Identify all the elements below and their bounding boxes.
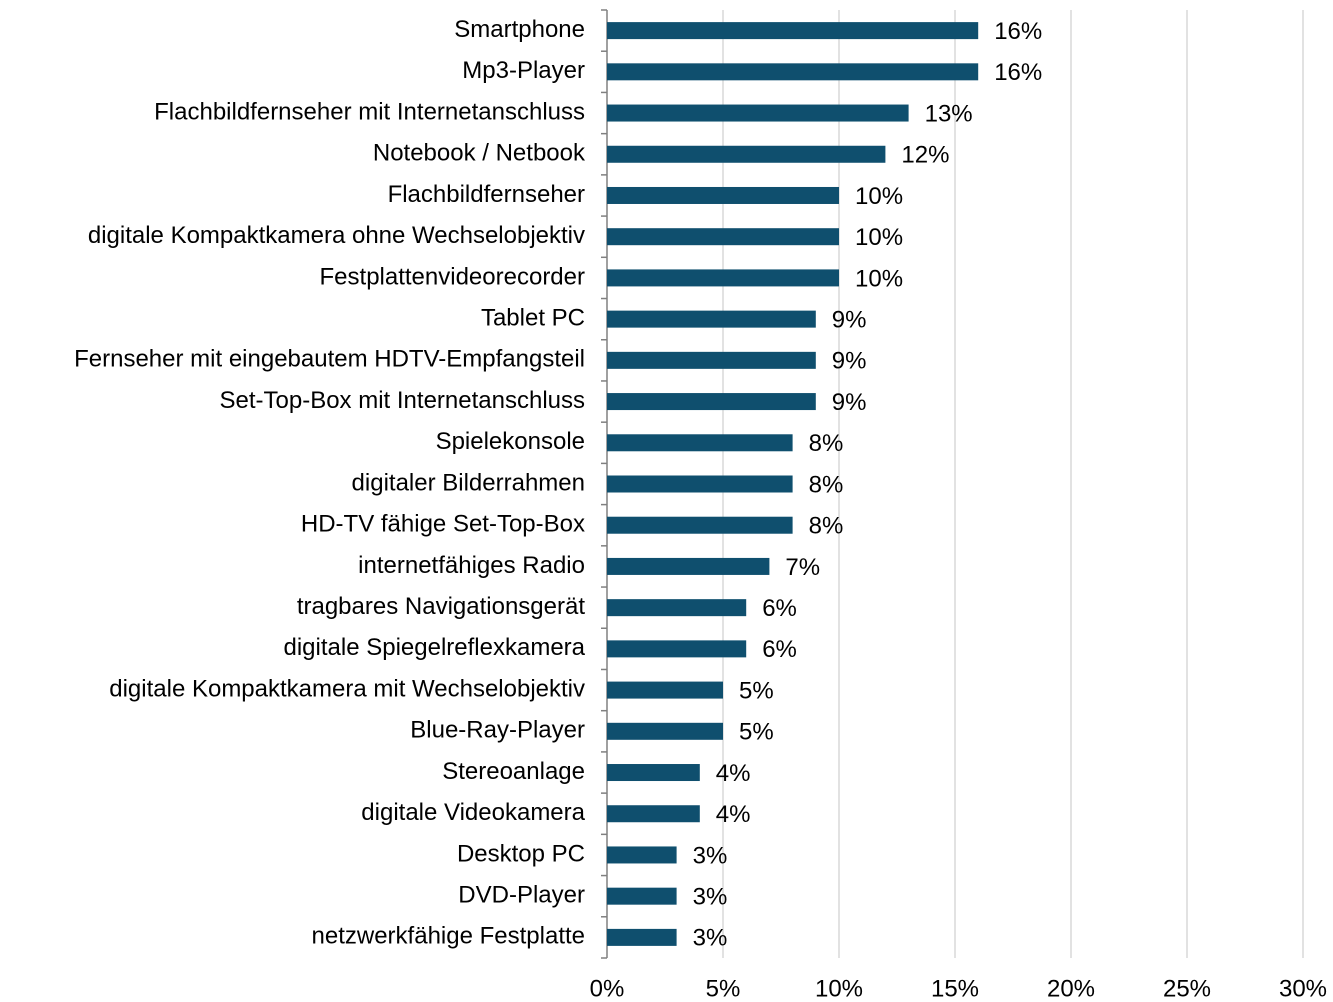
data-label: 5% <box>739 719 774 746</box>
bar <box>607 557 770 575</box>
bar <box>607 640 747 658</box>
y-tick-label: Desktop PC <box>457 840 585 867</box>
y-tick-label: digitale Videokamera <box>361 799 585 826</box>
bar <box>607 764 700 782</box>
y-tick-label: Blue-Ray-Player <box>410 717 585 744</box>
data-label: 6% <box>762 636 797 663</box>
data-label: 12% <box>901 142 949 169</box>
y-tick-label: Flachbildfernseher mit Internetanschluss <box>154 98 585 125</box>
bar <box>607 887 677 905</box>
bar <box>607 63 979 81</box>
bar <box>607 475 793 493</box>
y-tick-label: Mp3-Player <box>462 57 585 84</box>
data-label: 16% <box>994 18 1042 45</box>
y-tick-label: Spielekonsole <box>436 428 585 455</box>
x-tick-label: 5% <box>706 975 741 1002</box>
x-tick-label: 15% <box>931 975 979 1002</box>
y-tick-label: Fernseher mit eingebautem HDTV-Empfangst… <box>74 346 585 373</box>
data-label: 8% <box>809 430 844 457</box>
data-label: 5% <box>739 677 774 704</box>
y-tick-label: Flachbildfernseher <box>388 181 585 208</box>
x-tick-label: 30% <box>1279 975 1327 1002</box>
bar <box>607 310 816 328</box>
bar <box>607 228 839 246</box>
data-label: 9% <box>832 389 867 416</box>
y-tick-label: DVD-Player <box>458 882 585 909</box>
bar <box>607 22 979 40</box>
bar <box>607 722 723 740</box>
bar <box>607 145 886 163</box>
x-tick-label: 10% <box>815 975 863 1002</box>
y-tick-label: digitale Kompaktkamera ohne Wechselobjek… <box>88 222 585 249</box>
data-label: 9% <box>832 348 867 375</box>
y-tick-label: HD-TV fähige Set-Top-Box <box>301 511 585 538</box>
bar <box>607 846 677 864</box>
x-tick-label: 25% <box>1163 975 1211 1002</box>
bar <box>607 599 747 617</box>
bar <box>607 681 723 699</box>
y-tick-label: digitaler Bilderrahmen <box>352 469 585 496</box>
data-label: 16% <box>994 59 1042 86</box>
data-label: 8% <box>809 471 844 498</box>
y-tick-label: Tablet PC <box>481 304 585 331</box>
y-tick-label: Set-Top-Box mit Internetanschluss <box>220 387 586 414</box>
bar <box>607 351 816 369</box>
bar <box>607 434 793 452</box>
bar <box>607 393 816 411</box>
data-label: 10% <box>855 265 903 292</box>
bar <box>607 516 793 534</box>
data-label: 9% <box>832 306 867 333</box>
y-tick-label: Smartphone <box>454 16 585 43</box>
y-tick-label: Stereoanlage <box>442 758 585 785</box>
bar <box>607 269 839 287</box>
y-tick-label: digitale Spiegelreflexkamera <box>284 634 586 661</box>
y-tick-label: Notebook / Netbook <box>373 140 586 167</box>
data-label: 3% <box>693 925 728 952</box>
y-tick-label: internetfähiges Radio <box>358 552 585 579</box>
data-label: 4% <box>716 801 751 828</box>
data-label: 4% <box>716 760 751 787</box>
bar <box>607 928 677 946</box>
data-label: 8% <box>809 513 844 540</box>
bar <box>607 186 839 204</box>
bar <box>607 104 909 122</box>
data-label: 3% <box>693 842 728 869</box>
bar <box>607 805 700 823</box>
y-tick-label: tragbares Navigationsgerät <box>297 593 585 620</box>
x-tick-label: 0% <box>590 975 625 1002</box>
data-label: 13% <box>925 100 973 127</box>
y-tick-label: Festplattenvideorecorder <box>320 263 585 290</box>
x-tick-label: 20% <box>1047 975 1095 1002</box>
data-label: 3% <box>693 884 728 911</box>
data-label: 10% <box>855 183 903 210</box>
data-label: 6% <box>762 595 797 622</box>
y-tick-label: netzwerkfähige Festplatte <box>312 923 585 950</box>
data-label: 10% <box>855 224 903 251</box>
y-tick-label: digitale Kompaktkamera mit Wechselobjekt… <box>109 675 585 702</box>
data-label: 7% <box>785 554 820 581</box>
